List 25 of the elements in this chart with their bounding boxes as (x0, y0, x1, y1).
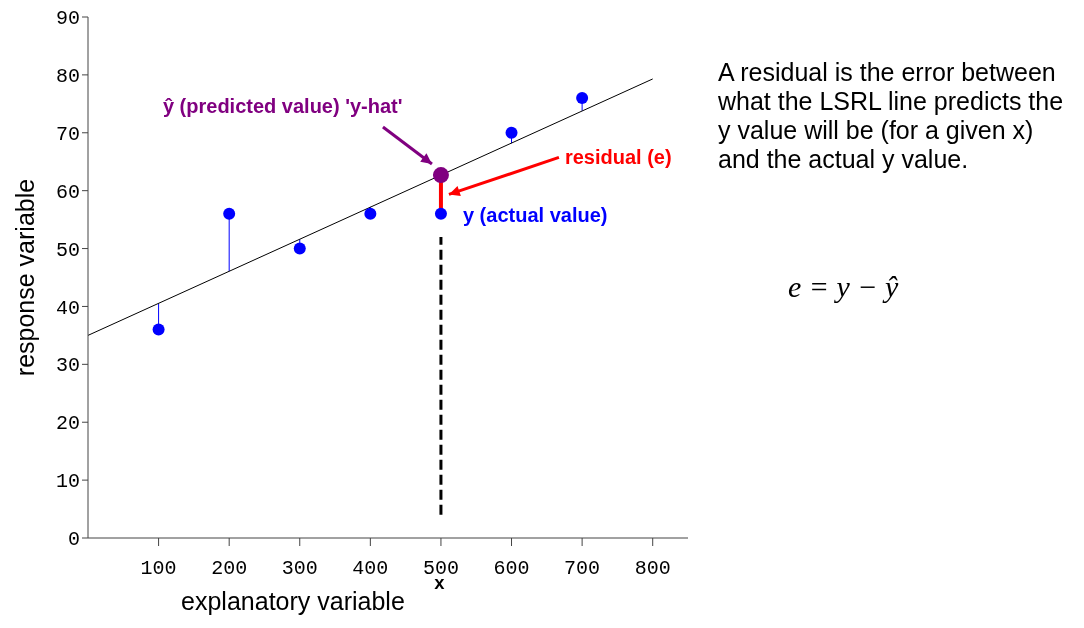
x-tick-label: 700 (564, 557, 601, 581)
annotation: residual (e) (564, 146, 672, 169)
y-tick-label: 40 (55, 296, 80, 320)
y-tick-label: 60 (55, 180, 80, 204)
text: A residual is the error between what the LSRL line predicts the y value will be (for a given x) and the actual y value. (718, 58, 1065, 174)
text: e = y − ŷ (788, 270, 899, 304)
x-tick-label: 600 (493, 557, 530, 581)
x-tick-label: 100 (140, 557, 177, 581)
x-tick-label: 400 (352, 557, 389, 581)
y-axis-title: response variable (11, 178, 39, 377)
y-tick-label: 50 (55, 238, 80, 262)
y-tick-label: 80 (55, 64, 80, 88)
annotation: y (actual value) (462, 203, 608, 226)
y-tick-label: 30 (55, 354, 80, 378)
y-tick-label: 0 (67, 528, 80, 552)
y-tick-label: 70 (55, 122, 80, 146)
annotation: ŷ (predicted value) 'y-hat' (162, 95, 403, 118)
y-tick-label: 90 (55, 7, 80, 31)
text: x (433, 574, 445, 594)
x-axis-title: explanatory variable (181, 587, 405, 615)
y-tick-label: 10 (55, 470, 80, 494)
x-tick-label: 300 (281, 557, 318, 581)
x-tick-label: 800 (634, 557, 671, 581)
y-tick-label: 20 (55, 412, 80, 436)
x-tick-label: 200 (211, 557, 248, 581)
